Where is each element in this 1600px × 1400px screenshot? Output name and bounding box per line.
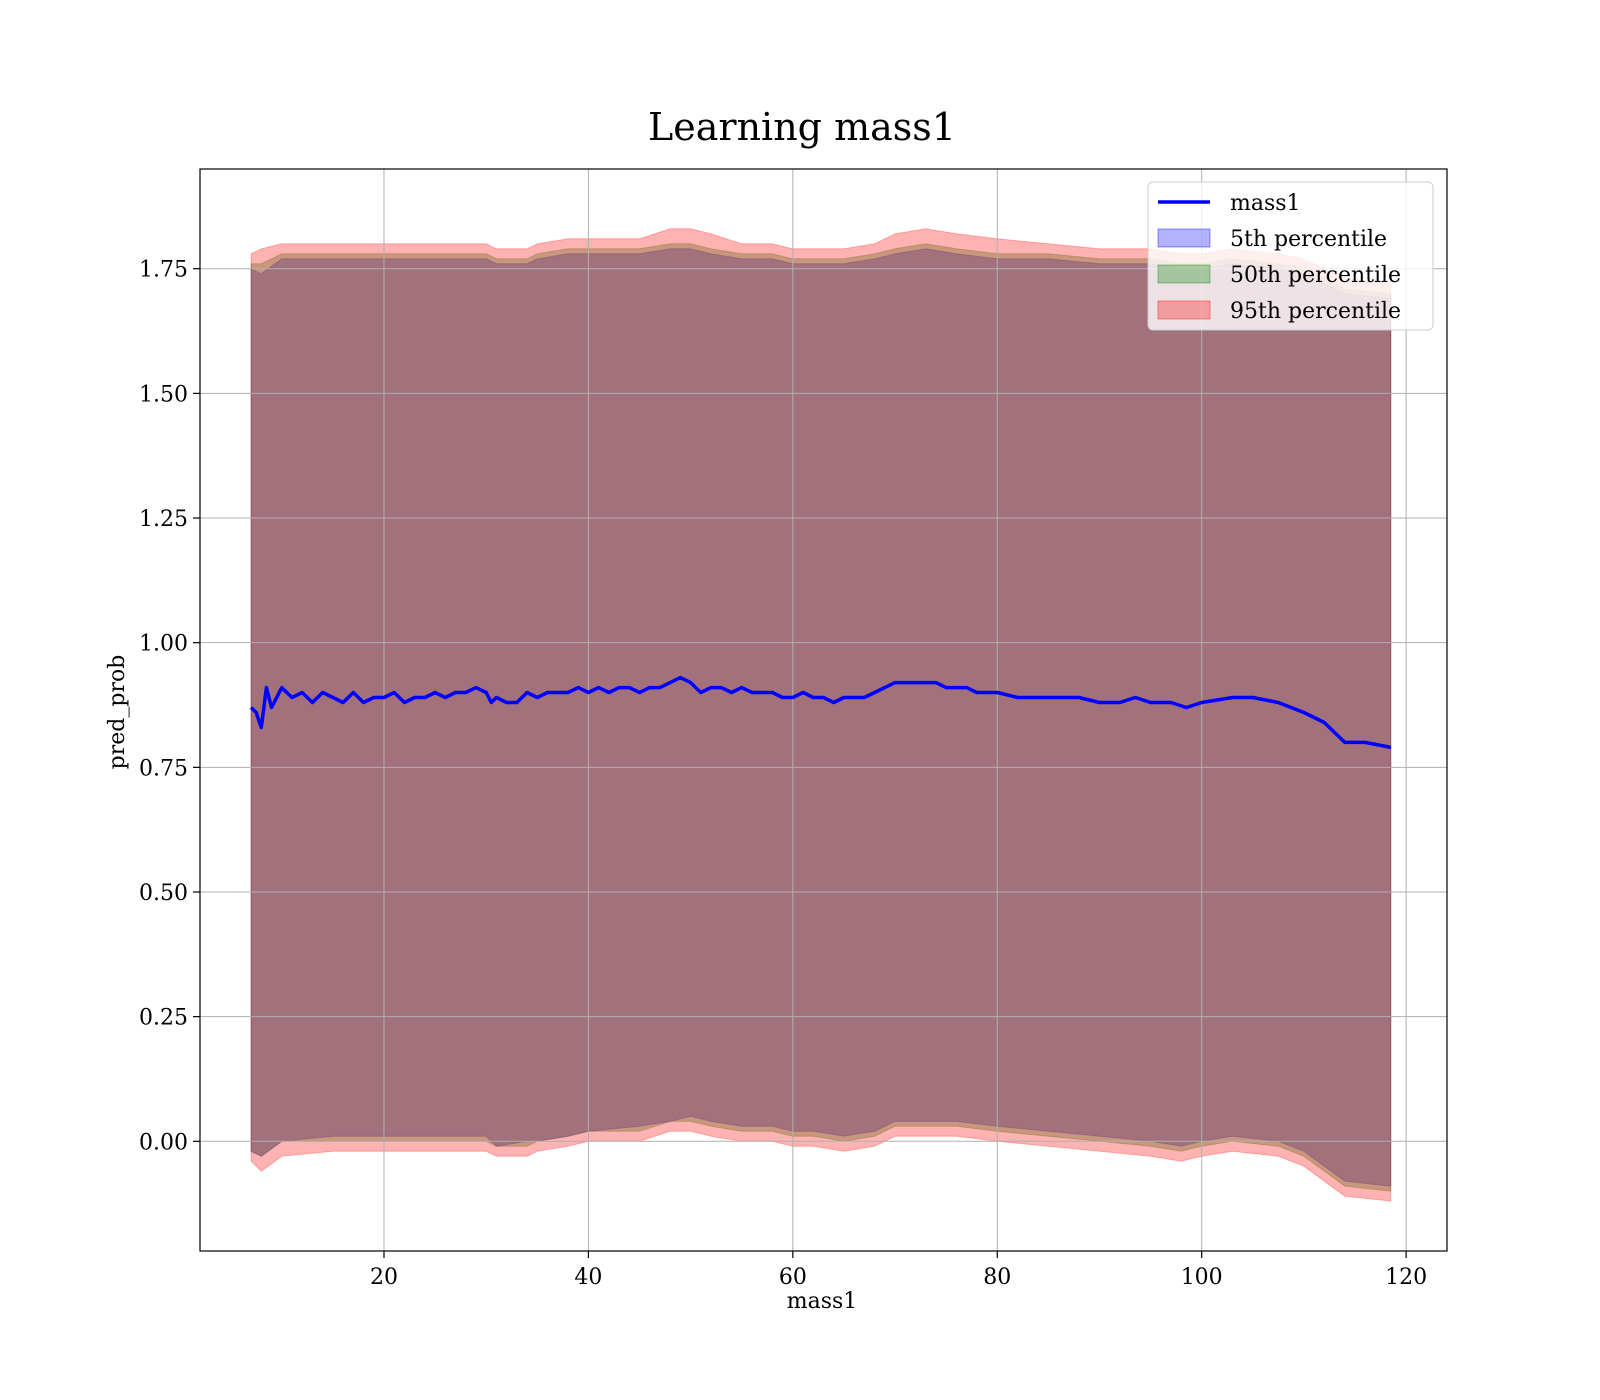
y-tick-label: 1.00 (139, 632, 188, 657)
plot-area: 20 40 60 80 100 120 0.00 0.25 0.50 0.75 1.00 1.25 1.… (139, 168, 1448, 1290)
series-line-mass1 (249, 675, 1392, 750)
x-tick-label: 100 (1181, 1265, 1223, 1290)
y-tick-label: 1.50 (139, 382, 188, 407)
legend-box (1147, 181, 1434, 331)
legend-label: 5th percentile (1230, 227, 1387, 252)
axes-frame (199, 168, 1448, 1252)
legend-swatch (1157, 264, 1211, 284)
legend-label: 50th percentile (1230, 263, 1401, 288)
chart-title: Learning mass1 (648, 105, 956, 149)
band-1 (250, 243, 1392, 1192)
y-tick-label: 0.75 (139, 756, 188, 781)
x-tick-label: 80 (983, 1265, 1011, 1290)
band-2 (250, 228, 1392, 1202)
y-tick-label: 0.50 (139, 881, 188, 906)
legend-label: 95th percentile (1230, 299, 1401, 324)
x-tick-label: 40 (574, 1265, 602, 1290)
legend: mass1 5th percentile 50th percentile 95th p… (1147, 181, 1434, 331)
legend-label: mass1 (1230, 191, 1301, 216)
x-tick-label: 120 (1385, 1265, 1427, 1290)
x-tick-label: 20 (370, 1265, 398, 1290)
x-axis-label: mass1 (787, 1289, 858, 1314)
y-tick-label: 1.75 (139, 258, 188, 283)
legend-swatch (1157, 300, 1211, 320)
legend-swatch (1157, 228, 1211, 248)
y-axis-label: pred_prob (105, 655, 130, 770)
y-tick-label: 0.00 (139, 1130, 188, 1155)
band-0 (250, 248, 1392, 1187)
y-tick-label: 0.25 (139, 1006, 188, 1031)
y-tick-label: 1.25 (139, 507, 188, 532)
x-tick-label: 60 (779, 1265, 807, 1290)
